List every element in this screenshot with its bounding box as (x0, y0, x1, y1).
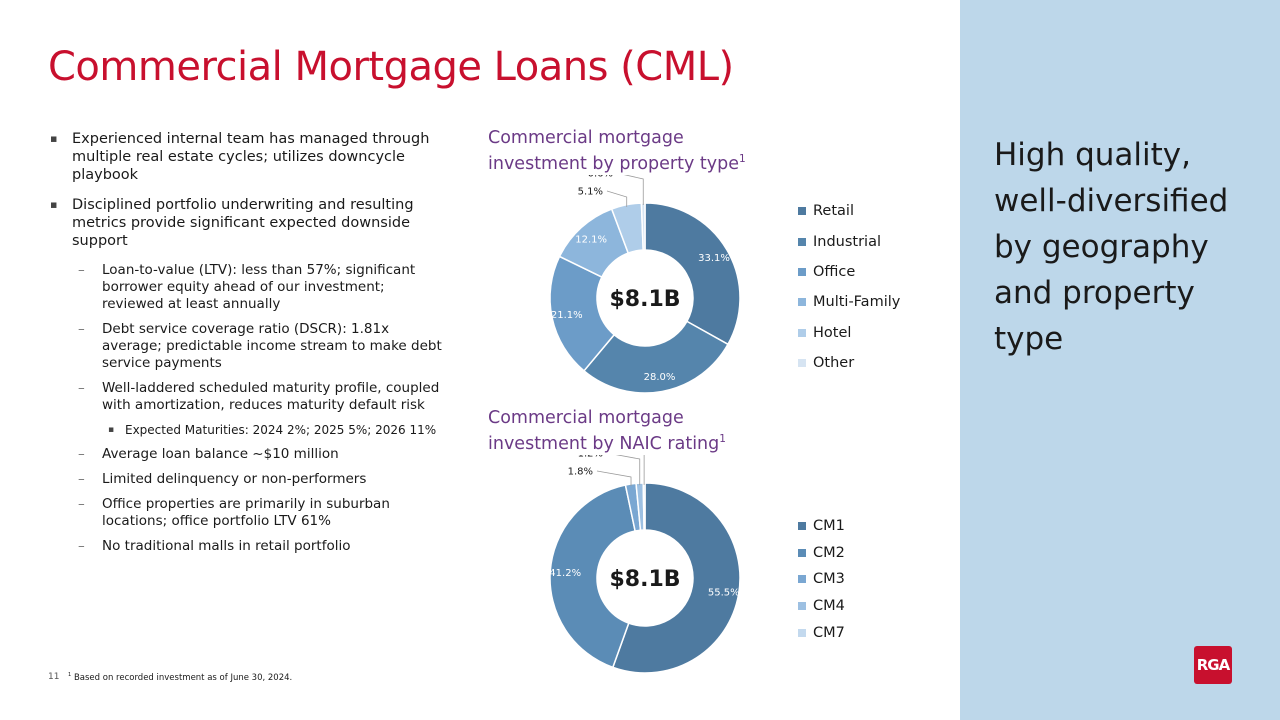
legend-label: CM7 (813, 624, 845, 641)
legend-swatch (798, 359, 806, 368)
slice-other (640, 202, 646, 251)
bullet-list: Experienced internal team has managed th… (50, 130, 450, 563)
data-label-cm1: 55.5% (708, 587, 740, 598)
data-label-cm4: 1.2% (578, 455, 603, 460)
legend-item-hotel: Hotel (798, 318, 900, 348)
data-label-hotel: 5.1% (578, 187, 603, 198)
sub-bullet-item: Average loan balance ~$10 million (50, 446, 450, 463)
legend-label: CM4 (813, 598, 845, 615)
legend-swatch (798, 575, 806, 584)
leader-line-cm4 (615, 455, 641, 486)
chart-title-naic-rating: Commercial mortgage investment by NAIC r… (488, 408, 726, 454)
leader-line-cm7 (643, 455, 645, 486)
legend-swatch (798, 328, 806, 337)
slice-cm1 (611, 482, 741, 674)
donut-chart-property-type: 33.1% 28.0% 21.1% 12.1% 5.1% 0.6% $8.1B (549, 175, 741, 394)
leader-line-hotel (606, 190, 628, 207)
data-label-other: 0.6% (588, 175, 613, 180)
legend-label: Hotel (813, 324, 852, 341)
data-label-office: 21.1% (551, 310, 583, 321)
legend-item-cm7: CM7 (798, 619, 845, 646)
legend-naic-rating: CM1 CM2 CM3 CM4 CM7 (798, 513, 845, 646)
page-number: 11 (48, 672, 60, 682)
sub-bullet-item: Loan-to-value (LTV): less than 57%; sign… (50, 262, 450, 313)
legend-swatch (798, 548, 806, 557)
legend-item-retail: Retail (798, 196, 900, 226)
legend-swatch (798, 207, 806, 216)
legend-label: CM1 (813, 518, 845, 535)
legend-item-cm4: CM4 (798, 593, 845, 620)
data-label-industrial: 28.0% (644, 372, 676, 383)
data-label-retail: 33.1% (698, 253, 730, 264)
legend-label: CM2 (813, 544, 845, 561)
sub-bullet-item: Limited delinquency or non-performers (50, 471, 450, 488)
sub-bullet-item: Office properties are primarily in subur… (50, 496, 450, 530)
donut-chart-naic-rating: 55.5%41.2%1.8%1.2%0.3%$8.1B (549, 455, 741, 674)
slice-industrial (582, 320, 729, 394)
legend-item-cm3: CM3 (798, 566, 845, 593)
legend-label: CM3 (813, 571, 845, 588)
legend-label: Retail (813, 203, 854, 220)
legend-swatch (798, 267, 806, 276)
legend-item-industrial: Industrial (798, 226, 900, 256)
legend-label: Other (813, 355, 855, 372)
data-label-multi-family: 12.1% (575, 234, 607, 245)
sub-bullet-item: No traditional malls in retail portfolio (50, 538, 450, 555)
side-panel-text: High quality, well-diversified by geogra… (994, 137, 1229, 357)
slice-cm2 (549, 484, 637, 669)
legend-label: Office (813, 263, 856, 280)
footnote: 1 Based on recorded investment as of Jun… (68, 672, 293, 683)
bullet-item: Disciplined portfolio underwriting and r… (50, 196, 450, 250)
legend-property-type: Retail Industrial Office Multi-Family Hotel O… (798, 196, 900, 378)
legend-item-cm1: CM1 (798, 513, 845, 540)
data-label-cm2: 41.2% (549, 568, 581, 579)
legend-item-cm2: CM2 (798, 540, 845, 567)
data-label-cm3: 1.8% (568, 467, 593, 478)
legend-label: Industrial (813, 233, 882, 250)
slice-cm7 (642, 482, 646, 531)
legend-label: Multi-Family (813, 294, 901, 311)
legend-item-multi-family: Multi-Family (798, 287, 900, 317)
footnote-marker: 1 (738, 153, 746, 165)
donut-center-label: $8.1B (609, 567, 680, 592)
bullet-item: Experienced internal team has managed th… (50, 130, 450, 184)
legend-swatch (798, 522, 806, 531)
sub-sub-bullet-item: Expected Maturities: 2024 2%; 2025 5%; 2… (50, 422, 450, 438)
donut-center-label: $8.1B (609, 287, 680, 312)
leader-line-cm3 (596, 470, 632, 487)
slide-title: Commercial Mortgage Loans (CML) (48, 44, 734, 90)
leader-line-other (623, 175, 644, 206)
side-panel: High quality, well-diversified by geogra… (960, 0, 1280, 720)
chart-title-property-type: Commercial mortgage investment by proper… (488, 128, 746, 174)
footnote-marker: 1 (719, 433, 726, 445)
rga-logo: RGA (1194, 646, 1232, 684)
legend-swatch (798, 628, 806, 637)
footnote-marker: 1 (68, 672, 72, 678)
legend-item-office: Office (798, 257, 900, 287)
sub-bullet-item: Well-laddered scheduled maturity profile… (50, 380, 450, 414)
legend-item-other: Other (798, 348, 900, 378)
legend-swatch (798, 237, 806, 246)
legend-swatch (798, 298, 806, 307)
sub-bullet-item: Debt service coverage ratio (DSCR): 1.81… (50, 321, 450, 372)
legend-swatch (798, 602, 806, 611)
slice-retail (644, 202, 741, 346)
